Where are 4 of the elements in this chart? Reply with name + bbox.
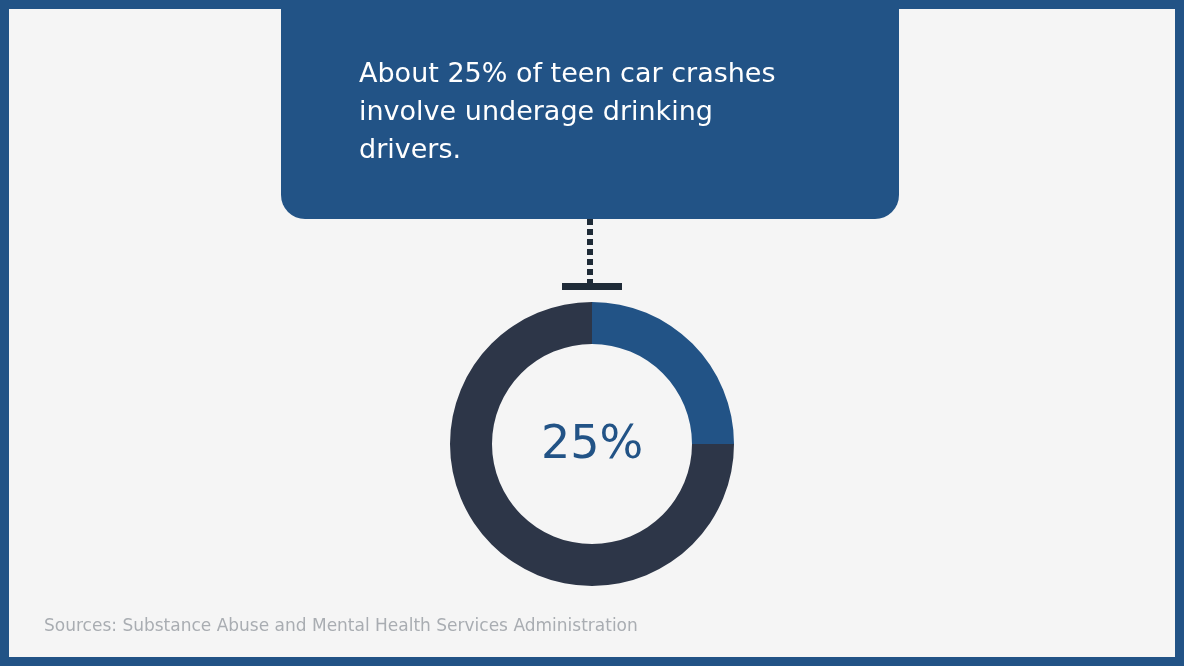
data-label: 25% [540,415,644,469]
donut-slice [450,302,734,586]
source-note: Sources: Substance Abuse and Mental Health Services Administration [44,615,638,635]
chart-title: About 25% of teen car crashes involve underage drinking drivers. [281,9,899,219]
